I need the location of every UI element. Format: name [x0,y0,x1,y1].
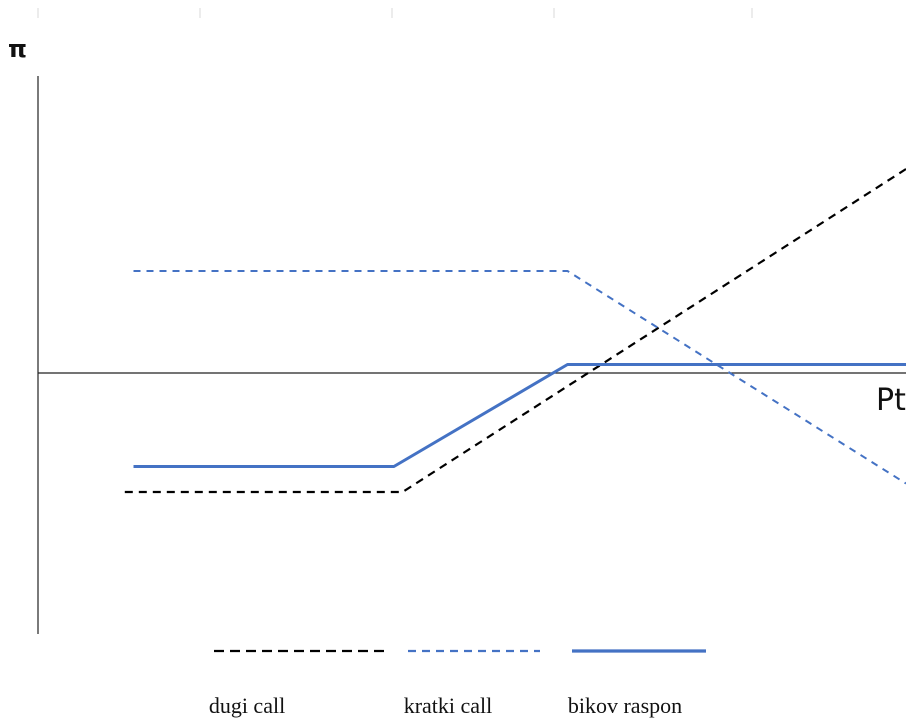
series-layer [124,168,906,494]
x-axis-label: Pt [876,383,906,418]
top-tick-marks [37,8,753,18]
y-axis-label: π [8,35,27,63]
series-line-kratki-call [133,270,906,485]
legend-label-dugi-call: dugi call [209,693,285,718]
series-line-bikov-raspon [133,363,906,468]
legend: dugi call kratki call bikov raspon [209,649,706,718]
legend-label-kratki-call: kratki call [404,693,493,718]
legend-label-bikov-raspon: bikov raspon [568,693,682,718]
series-line-dugi-call [124,168,906,494]
